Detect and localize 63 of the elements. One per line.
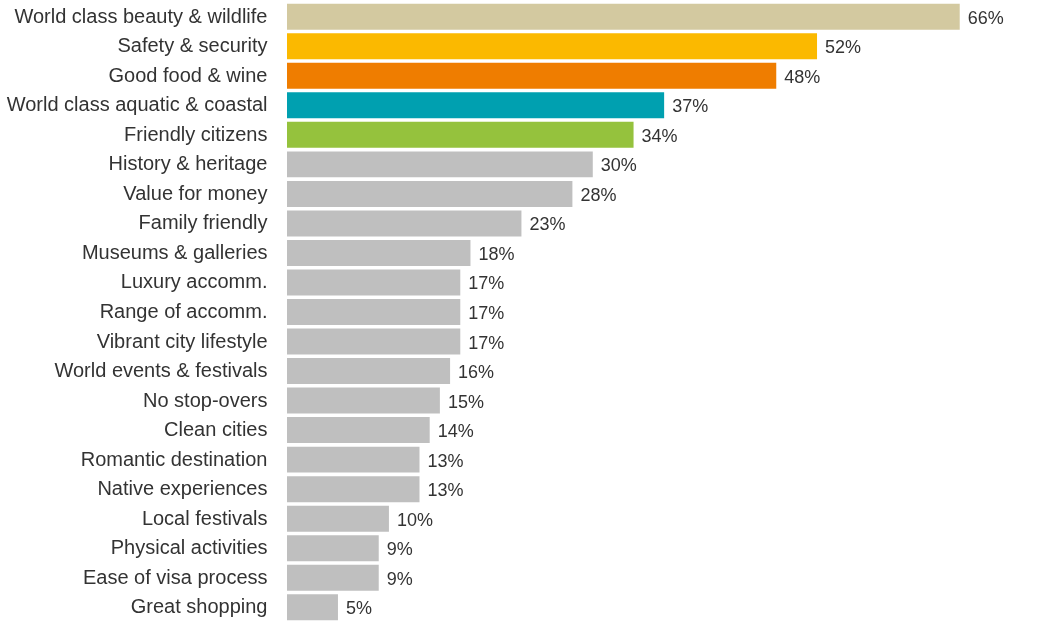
y-tick-label: Family friendly (138, 211, 268, 234)
data-label: 37% (672, 96, 709, 117)
y-tick-label: Good food & wine (108, 63, 268, 86)
bar (287, 299, 461, 325)
bar (287, 239, 471, 266)
bar (287, 417, 430, 444)
y-tick-label: World events & festivals (54, 359, 268, 382)
data-label: 13% (427, 450, 464, 471)
y-tick-label: History & heritage (108, 152, 268, 175)
bar (287, 387, 440, 414)
data-label: 17% (468, 273, 505, 294)
data-label: 28% (580, 184, 617, 205)
bar (287, 92, 665, 119)
bar (287, 269, 461, 296)
data-label: 48% (784, 66, 821, 87)
data-label: 17% (468, 303, 505, 323)
data-label: 18% (478, 243, 515, 264)
data-label: 66% (967, 7, 1004, 28)
data-label: 14% (437, 421, 474, 442)
bar (287, 3, 960, 30)
bar (287, 180, 573, 207)
data-label: 13% (427, 480, 464, 501)
bar (287, 328, 461, 355)
data-label: 9% (386, 568, 413, 589)
y-tick-label: World class beauty & wildlife (14, 4, 268, 27)
bar (287, 594, 338, 621)
bar (287, 476, 420, 503)
y-tick-label: Vibrant city lifestyle (96, 329, 268, 352)
data-label: 23% (529, 214, 566, 235)
data-label: 5% (345, 598, 372, 619)
bar (287, 564, 379, 591)
y-tick-label: Great shopping (130, 595, 268, 618)
bar (287, 33, 818, 60)
data-label: 9% (386, 539, 413, 560)
data-label: 16% (458, 362, 495, 383)
y-tick-label: No stop-overs (143, 388, 268, 411)
y-tick-label: Museums & galleries (81, 240, 268, 263)
bar (287, 210, 522, 237)
y-tick-label: Native experiences (97, 477, 268, 500)
bar (287, 358, 451, 385)
y-tick-label: Clean cities (164, 418, 268, 441)
y-tick-label: Luxury accomm. (120, 270, 268, 293)
y-tick-label: Ease of visa process (82, 565, 268, 588)
data-label: 17% (468, 332, 505, 353)
y-tick-label: World class aquatic & coastal (6, 93, 268, 116)
bar (287, 151, 593, 178)
data-label: 30% (600, 155, 637, 176)
y-tick-label: Range of accomm. (99, 300, 268, 322)
bar (287, 535, 379, 562)
y-tick-label: Physical activities (110, 536, 268, 559)
y-tick-label: Safety & security (117, 34, 268, 57)
bar (287, 121, 634, 148)
data-label: 34% (641, 125, 678, 146)
y-tick-label: Romantic destination (80, 447, 268, 470)
y-tick-label: Local festivals (141, 506, 268, 529)
y-tick-label: Friendly citizens (124, 122, 268, 145)
bar (287, 446, 420, 473)
bar (287, 62, 777, 89)
bar (287, 505, 389, 532)
y-tick-label: Value for money (123, 181, 268, 204)
data-label: 52% (825, 37, 862, 58)
data-label: 15% (447, 391, 484, 412)
data-label: 10% (396, 509, 433, 530)
